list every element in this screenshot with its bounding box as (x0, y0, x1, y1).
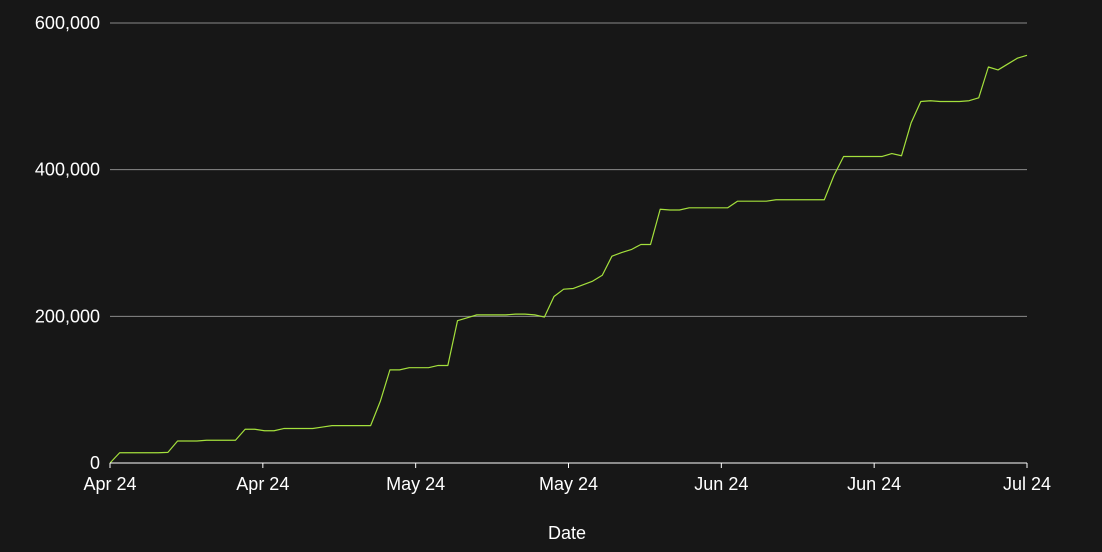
x-tick-label: Apr 24 (83, 474, 136, 494)
y-tick-label: 0 (90, 453, 100, 473)
axis-layer: 0 200,000 400,000 600,000 Apr 24 Apr 24 May 24… (35, 13, 1051, 494)
x-tick-label: Apr 24 (236, 474, 289, 494)
x-axis-title: Date (548, 523, 586, 543)
x-tick-label: Jun 24 (694, 474, 748, 494)
x-tick-label: May 24 (539, 474, 598, 494)
y-tick-label: 400,000 (35, 160, 100, 180)
line-layer (109, 54, 1028, 464)
grid-layer (110, 22, 1027, 317)
series-line (109, 54, 1028, 464)
x-tick-label: Jun 24 (847, 474, 901, 494)
x-tick-label: May 24 (386, 474, 445, 494)
y-tick-label: 200,000 (35, 306, 100, 326)
x-tick-label: Jul 24 (1003, 474, 1051, 494)
y-tick-label: 600,000 (35, 13, 100, 33)
